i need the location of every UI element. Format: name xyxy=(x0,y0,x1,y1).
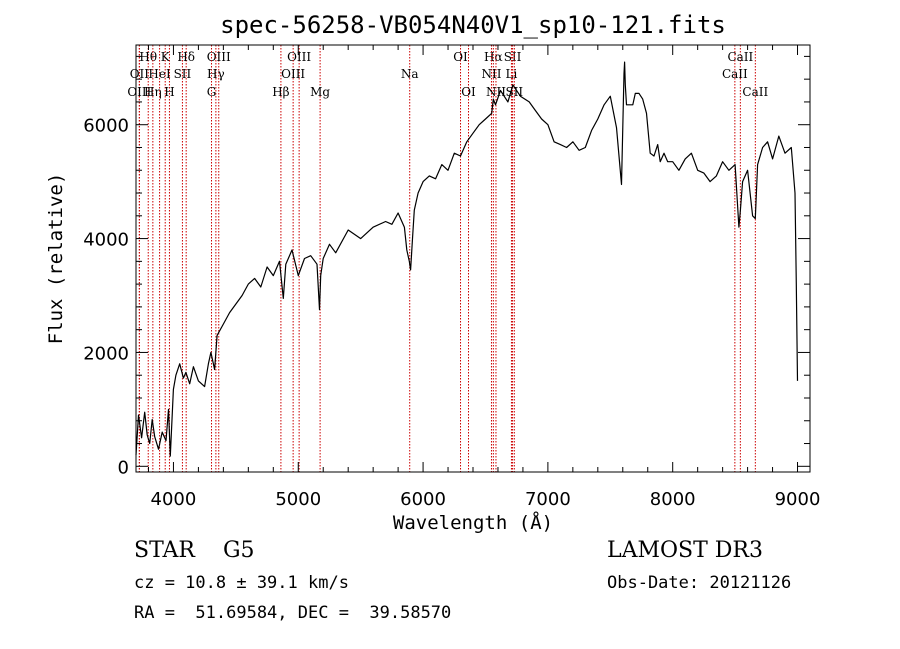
x-tick-label: 7000 xyxy=(525,489,571,510)
redshift-value: cz = 10.8 ± 39.1 km/s xyxy=(134,573,349,593)
x-tick-label: 4000 xyxy=(151,489,197,510)
line-marker-label: CaII xyxy=(742,85,768,99)
line-marker-label: Hθ xyxy=(139,50,157,64)
coordinates: RA = 51.69584, DEC = 39.58570 xyxy=(134,603,452,623)
line-marker-label: Hγ xyxy=(207,67,225,81)
line-marker-label: OIII xyxy=(127,85,151,99)
line-marker-label: Li xyxy=(506,67,518,81)
x-tick-label: 8000 xyxy=(650,489,696,510)
series-line-flux xyxy=(135,61,799,457)
line-marker-label: Hα xyxy=(484,50,503,64)
line-marker-label: Hδ xyxy=(177,50,195,64)
line-marker-label: CaII xyxy=(727,50,753,64)
survey-name: LAMOST DR3 xyxy=(607,538,763,563)
line-marker-label: OI xyxy=(453,50,468,64)
x-tick-label: 6000 xyxy=(400,489,446,510)
y-tick-label: 6000 xyxy=(83,116,129,137)
line-marker-label: SII xyxy=(174,67,192,81)
x-axis-ticks: 4000 5000 6000 7000 8000 9000 xyxy=(147,45,821,510)
plot-frame xyxy=(135,44,811,473)
line-marker-label: NII xyxy=(486,85,506,99)
line-marker-label: Hη xyxy=(144,85,162,99)
line-marker-label: OII xyxy=(130,67,150,81)
line-marker-label: HeI xyxy=(148,67,171,81)
line-marker-label: SII xyxy=(504,50,522,64)
x-tick-label: 5000 xyxy=(275,489,321,510)
line-marker-label: OIII xyxy=(281,67,305,81)
line-marker-label: OI xyxy=(461,85,476,99)
flux-series xyxy=(135,61,799,457)
line-marker-label: H xyxy=(164,85,174,99)
y-axis-ticks: 0 2000 4000 6000 xyxy=(83,55,810,478)
line-marker-label: Hβ xyxy=(272,85,289,99)
y-tick-label: 4000 xyxy=(83,230,129,251)
line-marker-label: OIII xyxy=(287,50,311,64)
line-marker-label: K xyxy=(161,50,171,64)
chart-title: spec-56258-VB054N40V1_sp10-121.fits xyxy=(220,11,726,39)
x-tick-label: 9000 xyxy=(775,489,821,510)
line-marker-label: NII xyxy=(481,67,501,81)
y-tick-label: 2000 xyxy=(83,343,129,364)
y-tick-label: 0 xyxy=(118,457,129,478)
y-axis-label: Flux (relative) xyxy=(45,173,67,345)
line-marker-label: Mg xyxy=(310,85,330,99)
line-marker-label: G xyxy=(207,85,217,99)
line-marker-label: OIII xyxy=(207,50,231,64)
x-axis-label: Wavelength (Å) xyxy=(393,511,553,534)
obs-date: Obs-Date: 20121126 xyxy=(607,573,792,593)
object-class: STAR G5 xyxy=(134,538,255,563)
line-marker-label: Na xyxy=(401,67,419,81)
line-marker-label: CaII xyxy=(722,67,748,81)
